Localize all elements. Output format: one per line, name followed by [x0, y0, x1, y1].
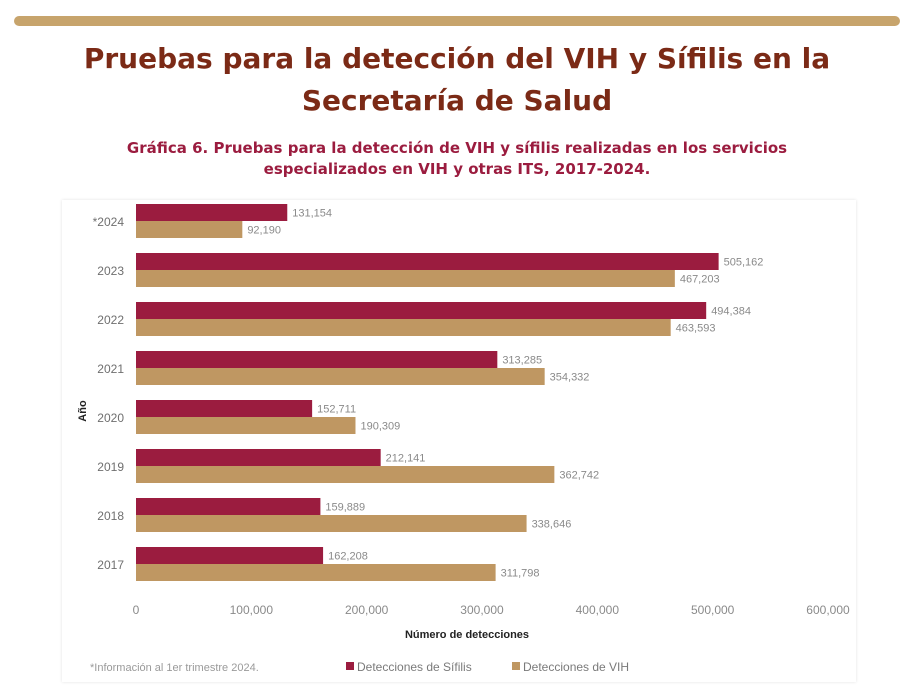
- x-tick-label: 200,000: [345, 603, 389, 617]
- y-tick-label: 2021: [97, 362, 124, 376]
- data-label: 92,190: [247, 225, 281, 237]
- bar: [136, 466, 555, 483]
- x-tick-label: 600,000: [806, 603, 850, 617]
- bar: [136, 221, 243, 238]
- x-tick-label: 0: [133, 603, 140, 617]
- decorative-top-bar: [14, 16, 900, 26]
- legend-swatch: [512, 662, 520, 670]
- bar: [136, 400, 313, 417]
- y-tick-label: 2017: [97, 558, 124, 572]
- x-tick-label: 500,000: [691, 603, 735, 617]
- page-title-line-1: Pruebas para la detección del VIH y Sífi…: [83, 42, 831, 75]
- bar-chart: 131,154 92,190 *2024 505,162 467,203 2023 494,…: [77, 204, 850, 674]
- bar: [136, 302, 707, 319]
- x-tick-label: 300,000: [460, 603, 504, 617]
- bar: [136, 515, 527, 532]
- data-label: 190,309: [360, 421, 400, 433]
- data-label: 494,384: [711, 306, 751, 318]
- y-tick-label: 2018: [97, 509, 124, 523]
- y-tick-label: 2020: [97, 411, 124, 425]
- data-label: 354,332: [550, 372, 590, 384]
- y-tick-label: *2024: [93, 215, 125, 229]
- bar: [136, 270, 675, 287]
- bar: [136, 449, 381, 466]
- y-axis-title: Año: [77, 400, 89, 422]
- y-tick-label: 2023: [97, 264, 124, 278]
- legend-label: Detecciones de Sífilis: [357, 660, 472, 674]
- bar: [136, 351, 498, 368]
- chart-heading: Gráfica 6. Pruebas para la detección de …: [40, 138, 874, 180]
- data-label: 505,162: [724, 257, 764, 269]
- legend-swatch: [346, 662, 354, 670]
- page-title: Pruebas para la detección del VIH y Sífi…: [0, 38, 914, 122]
- data-label: 311,798: [501, 568, 540, 580]
- data-label: 362,742: [559, 470, 599, 482]
- data-label: 313,285: [502, 355, 542, 367]
- legend-label: Detecciones de VIH: [523, 660, 629, 674]
- chart-heading-line-2: especializados en VIH y otras ITS, 2017-…: [263, 160, 651, 178]
- data-label: 338,646: [532, 519, 572, 531]
- data-label: 131,154: [292, 208, 332, 220]
- chart-heading-line-1: Gráfica 6. Pruebas para la detección de …: [126, 139, 788, 157]
- data-label: 463,593: [676, 323, 716, 335]
- bar: [136, 368, 545, 385]
- y-tick-label: 2022: [97, 313, 124, 327]
- data-label: 212,141: [386, 453, 426, 465]
- bar: [136, 564, 496, 581]
- x-tick-label: 100,000: [230, 603, 274, 617]
- data-label: 162,208: [328, 551, 368, 563]
- y-tick-label: 2019: [97, 460, 124, 474]
- x-tick-label: 400,000: [576, 603, 620, 617]
- bar: [136, 253, 719, 270]
- bar: [136, 204, 288, 221]
- bar: [136, 547, 324, 564]
- footnote: *Información al 1er trimestre 2024.: [90, 662, 259, 674]
- bar: [136, 417, 356, 434]
- x-axis-title: Número de detecciones: [405, 629, 529, 641]
- page-title-line-2: Secretaría de Salud: [301, 84, 613, 117]
- bar: [136, 319, 671, 336]
- chart-panel: 131,154 92,190 *2024 505,162 467,203 2023 494,…: [62, 200, 856, 682]
- data-label: 467,203: [680, 274, 720, 286]
- data-label: 152,711: [317, 404, 356, 416]
- data-label: 159,889: [325, 502, 365, 514]
- bar: [136, 498, 321, 515]
